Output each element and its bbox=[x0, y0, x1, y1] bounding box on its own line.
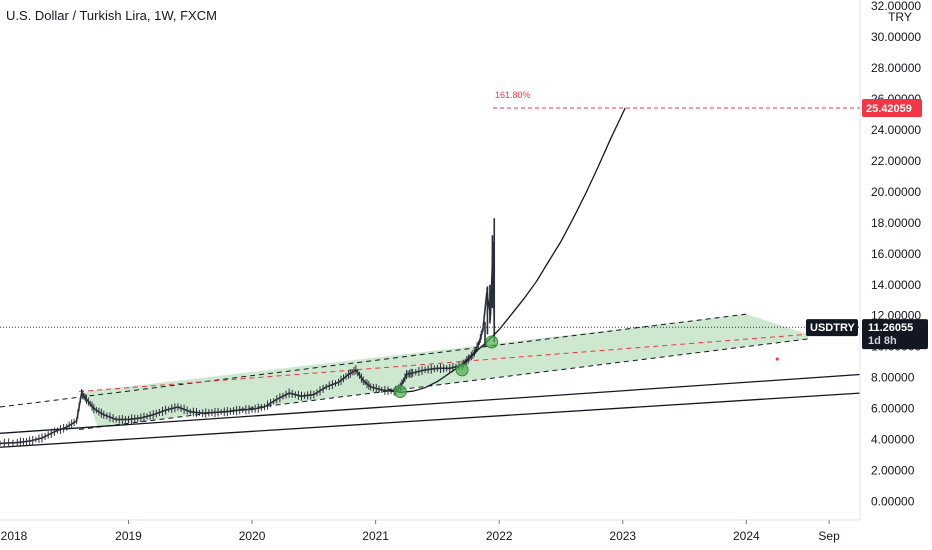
stray-dot bbox=[775, 357, 779, 361]
price-tick-label: 16.00000 bbox=[871, 247, 921, 261]
plot-area[interactable]: 161.80% bbox=[0, 90, 861, 448]
time-axis[interactable]: 2018 2019 2020 2021 2022 2023 2024 Sep bbox=[0, 520, 840, 543]
price-tick-label: 30.00000 bbox=[871, 30, 921, 44]
parabola-curve bbox=[387, 107, 626, 393]
price-tick-label: 20.00000 bbox=[871, 185, 921, 199]
price-tick-label: 14.00000 bbox=[871, 278, 921, 292]
price-tick-label: 22.00000 bbox=[871, 154, 921, 168]
touch-marker-2 bbox=[393, 385, 407, 399]
last-price-value: 11.26055 bbox=[868, 322, 913, 334]
time-tick-label: Sep bbox=[818, 529, 840, 543]
channel-mid-line bbox=[79, 333, 809, 393]
chart-title: U.S. Dollar / Turkish Lira, 1W, FXCM bbox=[6, 8, 217, 23]
price-tick-label: 32.00000 bbox=[871, 0, 921, 13]
currency-label: TRY bbox=[888, 10, 912, 24]
countdown-value: 1d 8h bbox=[868, 335, 897, 347]
time-tick-label: 2023 bbox=[609, 529, 636, 543]
symbol-tag-text: USDTRY bbox=[810, 322, 855, 334]
time-tick-label: 2020 bbox=[239, 529, 266, 543]
touch-marker-3 bbox=[455, 363, 469, 377]
target-price-tag bbox=[862, 99, 922, 118]
price-tick-label: 8.00000 bbox=[871, 371, 915, 385]
price-tick-label: 28.00000 bbox=[871, 61, 921, 75]
time-tick-label: 2018 bbox=[1, 529, 28, 543]
support-line-2 bbox=[0, 392, 861, 448]
fib-label: 161.80% bbox=[495, 90, 531, 100]
time-tick-label: 2022 bbox=[486, 529, 513, 543]
price-tick-label: 2.00000 bbox=[871, 463, 915, 477]
support-line-1 bbox=[0, 373, 861, 434]
last-price-tag bbox=[862, 319, 928, 350]
channel-lower-line bbox=[79, 338, 809, 430]
price-tick-label: 0.00000 bbox=[871, 494, 915, 508]
time-tick-label: 2024 bbox=[733, 529, 760, 543]
touch-marker-1 bbox=[485, 335, 499, 349]
time-tick-label: 2021 bbox=[362, 529, 389, 543]
price-tick-label: 4.00000 bbox=[871, 433, 915, 447]
target-price-value: 25.42059 bbox=[866, 103, 912, 115]
price-tick-label: 24.00000 bbox=[871, 123, 921, 137]
price-tick-label: 18.00000 bbox=[871, 216, 921, 230]
time-tick-label: 2019 bbox=[115, 529, 142, 543]
price-tick-label: 6.00000 bbox=[871, 402, 915, 416]
symbol-tag bbox=[806, 319, 858, 337]
